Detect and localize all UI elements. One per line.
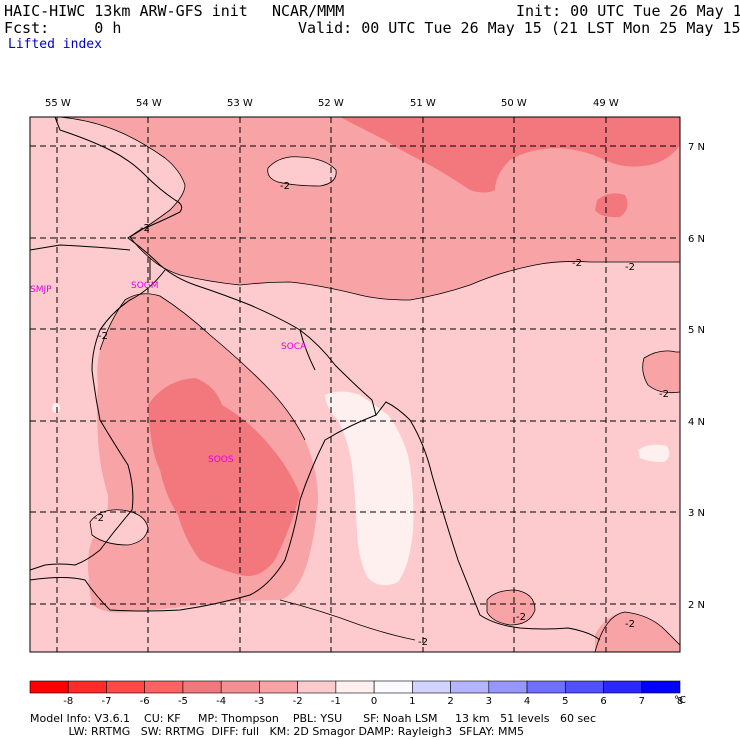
colorbar-label: 3 — [486, 696, 492, 707]
forecast-hour: Fcst: 0 h — [4, 19, 122, 37]
contour-label: -2 — [140, 223, 150, 234]
colorbar-label: -6 — [140, 696, 150, 707]
lon-label: 54 W — [136, 98, 162, 109]
colorbar-swatch — [488, 680, 528, 694]
field-region-north — [60, 117, 680, 300]
stations: SMJP SOGM SOCA SOOS — [30, 281, 307, 465]
colorbar-swatch — [182, 680, 222, 694]
model-info-line2: LW: RRTMG SW: RRTMG DIFF: full KM: 2D Sm… — [30, 725, 524, 738]
lat-label: 3 N — [688, 508, 705, 519]
colorbar-label: 7 — [639, 696, 645, 707]
station-label: SOOS — [208, 455, 234, 465]
map-frame — [29, 116, 681, 653]
init-time: Init: 00 UTC Tue 26 May 15 — [516, 2, 740, 20]
colorbar-label: 0 — [371, 696, 377, 707]
field-region-central-light — [325, 391, 414, 586]
contour-label: -2 — [659, 389, 669, 400]
colorbar-swatch — [564, 680, 604, 694]
colorbar-label: 6 — [600, 696, 606, 707]
colorbar-swatch — [29, 680, 69, 694]
colorbar-swatch — [144, 680, 184, 694]
valid-time: Valid: 00 UTC Tue 26 May 15 (21 LST Mon … — [298, 19, 740, 37]
field-region-east-spot — [638, 444, 670, 462]
lon-label: 49 W — [593, 98, 619, 109]
contour-label: -2 — [94, 513, 104, 524]
colorbar-swatch — [335, 680, 375, 694]
colorbar: -8 -7 -6 -5 -4 -3 -2 -1 0 1 2 3 4 5 6 7 8 — [29, 680, 683, 707]
colorbar-label: -4 — [216, 696, 226, 707]
contour-label: -2 — [572, 258, 582, 269]
field-region-spot — [52, 403, 60, 413]
contour-labels: -2 -2 -2 -2 -2 -2 -2 -2 -2 -2 — [94, 181, 669, 648]
latitude-labels: 7 N 6 N 5 N 4 N 3 N 2 N — [688, 142, 705, 611]
colorbar-swatch — [259, 680, 298, 694]
colorbar-label: -7 — [101, 696, 111, 707]
field-region-southwest-lobe — [88, 578, 130, 613]
lat-label: 4 N — [688, 417, 705, 428]
lat-label: 7 N — [688, 142, 705, 153]
field-title: Lifted index — [8, 37, 102, 52]
colorbar-label: -1 — [331, 696, 341, 707]
colorbar-swatch — [67, 680, 107, 694]
colorbar-swatch — [297, 680, 337, 694]
lat-label: 5 N — [688, 325, 705, 336]
lon-label: 51 W — [410, 98, 436, 109]
colorbar-swatch — [106, 680, 146, 694]
lat-label: 2 N — [688, 600, 705, 611]
contour-label: -2 — [98, 331, 108, 342]
longitude-labels: 55 W 54 W 53 W 52 W 51 W 50 W 49 W — [45, 98, 619, 109]
colorbar-label: 5 — [562, 696, 568, 707]
station-label: SMJP — [30, 285, 52, 295]
org-name: NCAR/MMM — [272, 2, 345, 20]
colorbar-swatch — [450, 680, 490, 694]
contour-label: -2 — [280, 181, 290, 192]
field-region-south-bubble — [487, 590, 535, 625]
colorbar-label: 2 — [447, 696, 453, 707]
station-label: SOCA — [281, 342, 307, 352]
contour-lines — [59, 116, 681, 653]
colorbar-label: -8 — [63, 696, 73, 707]
contour-label: -2 — [625, 619, 635, 630]
contour-label: -2 — [418, 637, 428, 648]
colorbar-label: -3 — [254, 696, 264, 707]
colorbar-label: -2 — [293, 696, 303, 707]
colorbar-label: 8 — [677, 696, 683, 707]
field-region-north-core — [340, 117, 680, 193]
colorbar-swatch — [373, 680, 413, 694]
lon-label: 53 W — [227, 98, 253, 109]
colorbar-label: -5 — [178, 696, 188, 707]
lat-label: 6 N — [688, 234, 705, 245]
coastline — [29, 116, 601, 641]
model-title: HAIC-HIWC 13km ARW-GFS init — [4, 2, 248, 20]
field-region-se-bubble — [595, 612, 680, 652]
lon-label: 50 W — [501, 98, 527, 109]
model-info-line1: Model Info: V3.6.1 CU: KF MP: Thompson P… — [30, 712, 597, 725]
field-region-east-bubble — [642, 350, 680, 393]
colorbar-unit: °C — [674, 695, 686, 706]
contour-label: -2 — [516, 612, 526, 623]
field-region-southwest-core — [148, 378, 300, 576]
colorbar-swatch — [641, 680, 681, 694]
colorbar-swatch — [603, 680, 643, 694]
contour-label: -2 — [625, 262, 635, 273]
lon-label: 52 W — [318, 98, 344, 109]
lat-lon-grid — [30, 117, 680, 652]
field-region-north-cell — [595, 193, 628, 218]
colorbar-swatch — [220, 680, 260, 694]
lon-label: 55 W — [45, 98, 71, 109]
colorbar-swatch — [526, 680, 566, 694]
station-label: SOGM — [131, 281, 159, 291]
field-region-bubble — [267, 156, 337, 186]
colorbar-label: 4 — [524, 696, 530, 707]
colorbar-swatch — [412, 680, 451, 694]
colorbar-label: 1 — [409, 696, 415, 707]
field-region-sw-bubble — [90, 509, 148, 545]
